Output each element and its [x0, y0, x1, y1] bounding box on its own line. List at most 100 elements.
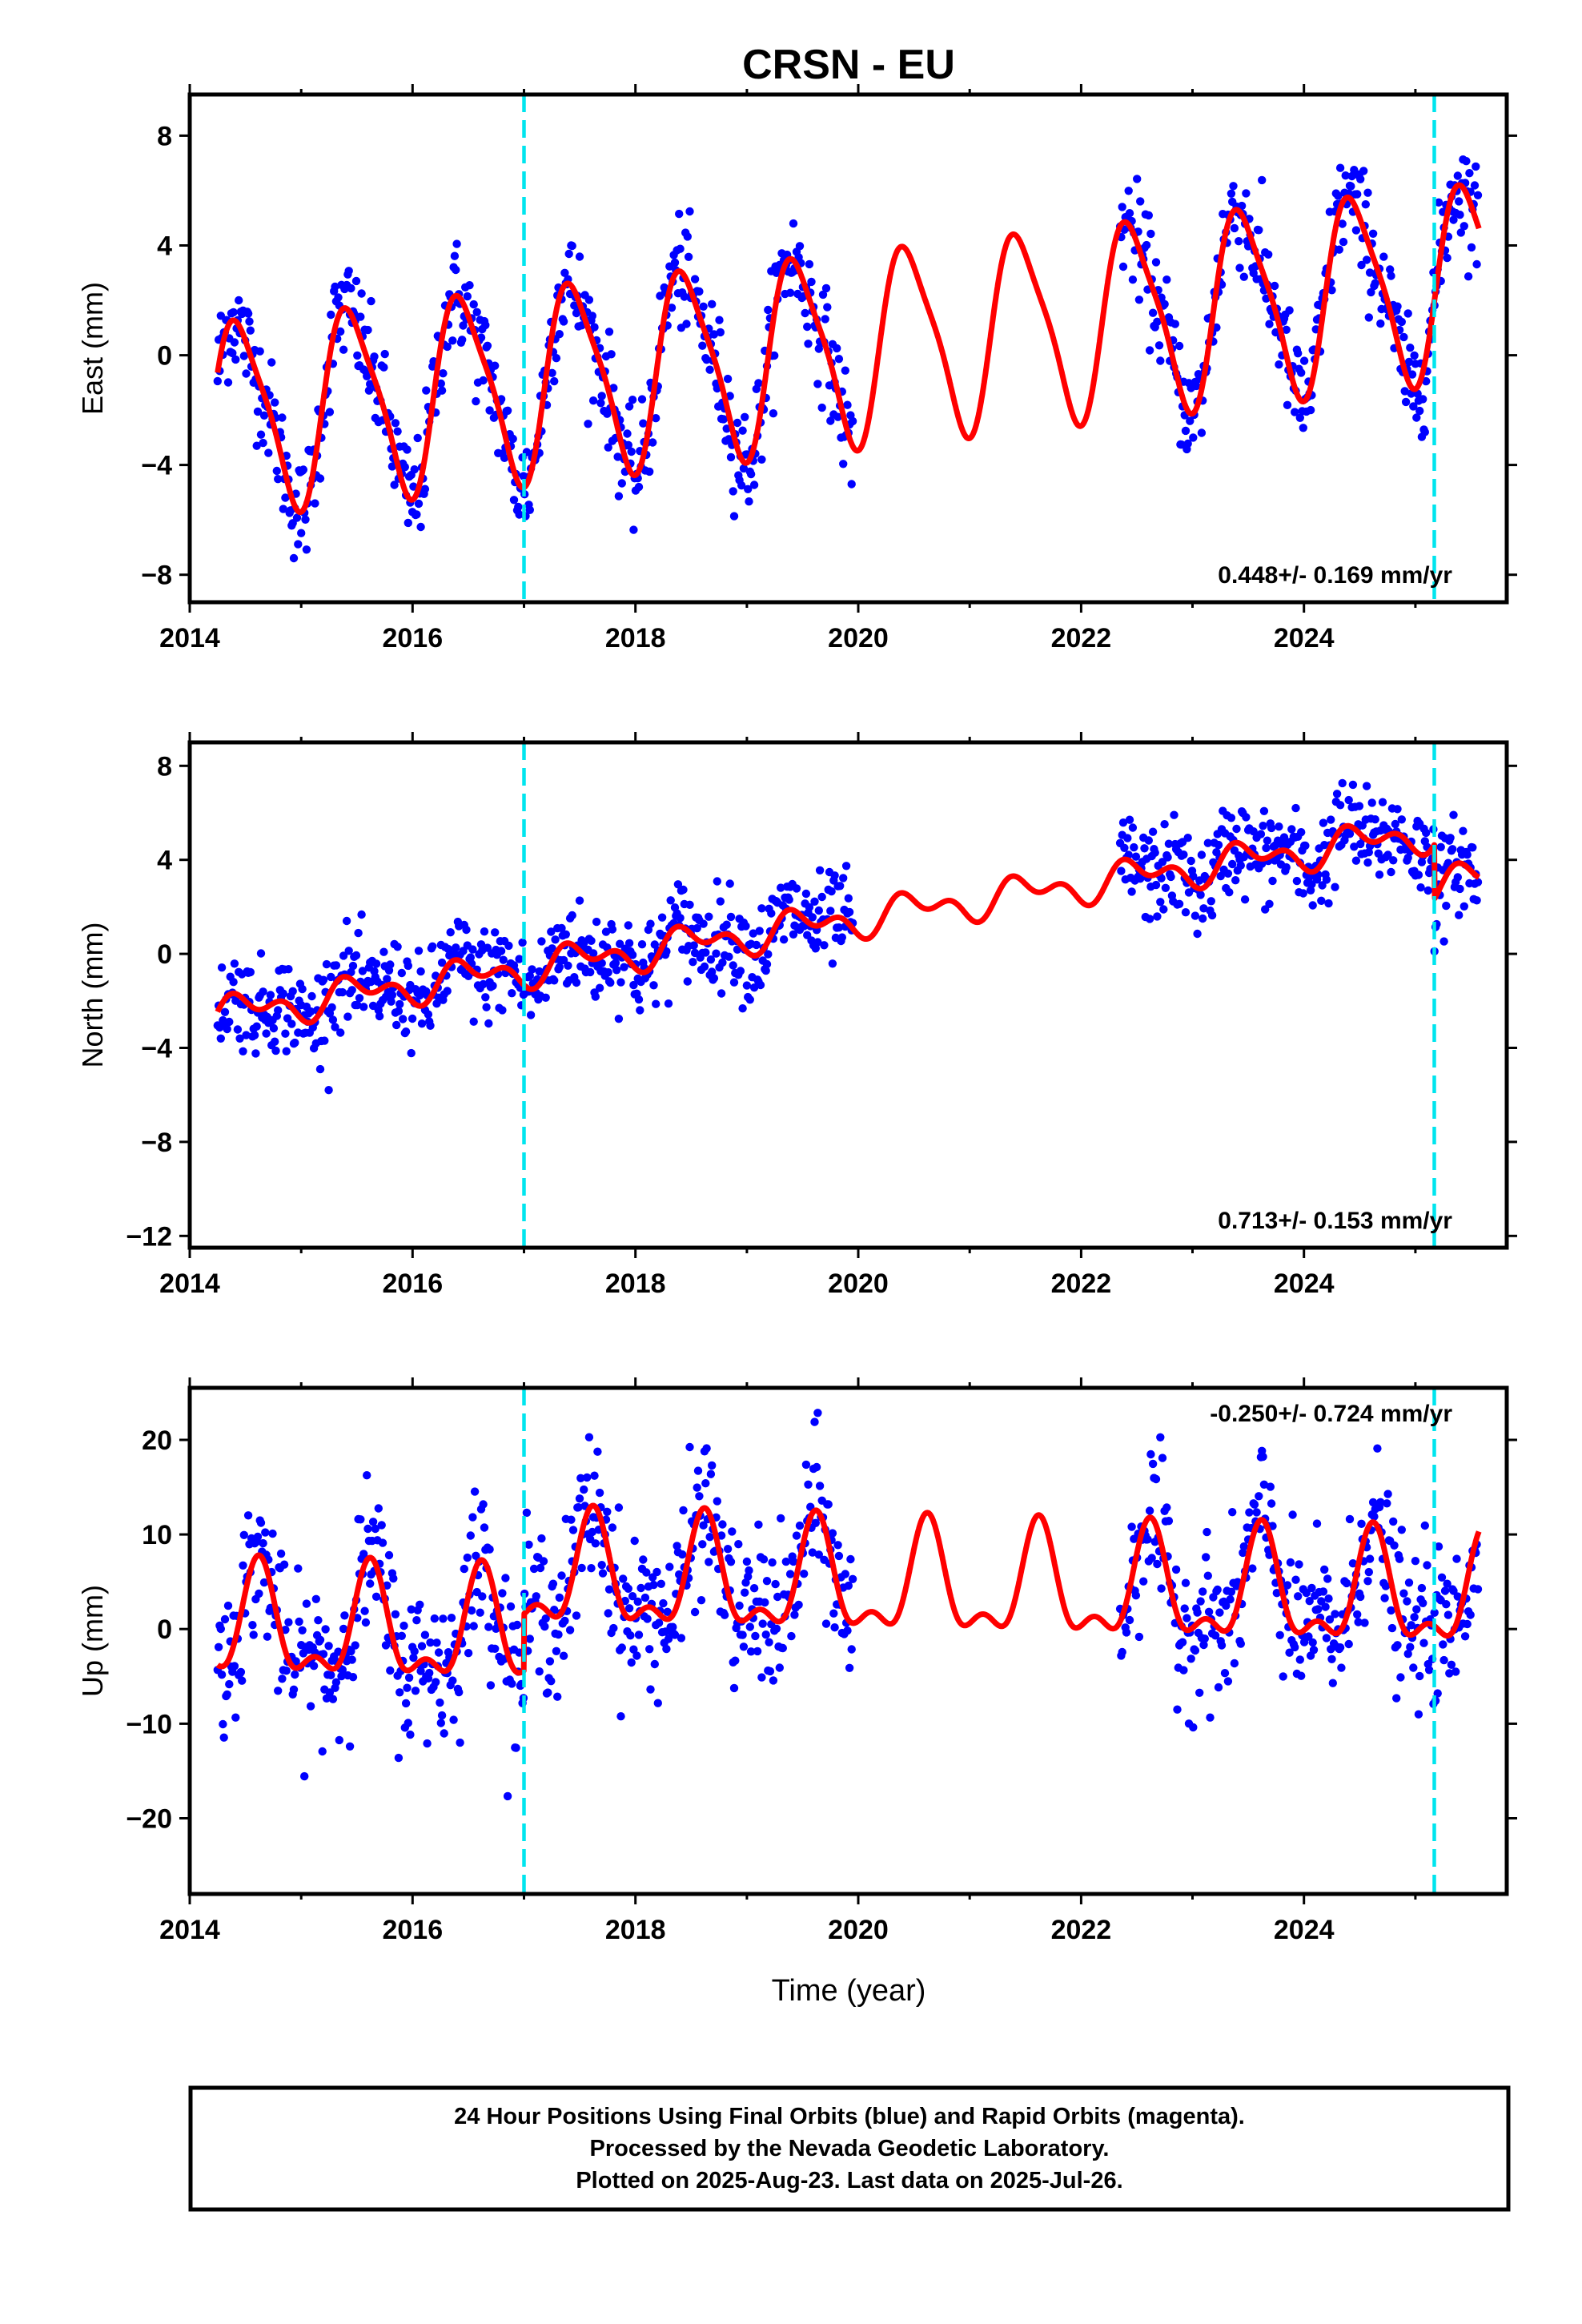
- data-point: [1392, 1694, 1401, 1703]
- data-point: [675, 1570, 684, 1579]
- data-point: [1417, 1583, 1427, 1593]
- x-tick-label: 2022: [1051, 1915, 1112, 1945]
- data-point: [627, 447, 636, 456]
- data-point: [1466, 1610, 1475, 1619]
- data-point: [718, 958, 727, 967]
- data-point: [637, 940, 647, 949]
- data-point: [1207, 897, 1216, 906]
- data-point: [238, 1676, 247, 1685]
- data-point: [824, 1500, 833, 1509]
- data-point: [1139, 1577, 1148, 1586]
- data-point: [375, 1011, 384, 1021]
- data-point: [501, 1574, 510, 1582]
- data-point: [705, 1533, 714, 1542]
- data-point: [689, 958, 697, 967]
- data-point: [1407, 370, 1417, 379]
- data-point: [568, 911, 576, 920]
- data-point: [1341, 171, 1350, 180]
- data-point: [616, 978, 625, 987]
- data-point: [777, 883, 785, 892]
- data-point: [1225, 888, 1234, 897]
- data-point: [1443, 253, 1452, 263]
- data-point: [281, 493, 290, 502]
- data-point: [1348, 1559, 1358, 1568]
- data-point: [699, 919, 708, 928]
- data-point: [1145, 1506, 1154, 1515]
- data-point: [844, 894, 853, 903]
- data-point: [666, 896, 675, 905]
- data-point: [709, 974, 719, 983]
- data-point: [611, 959, 620, 967]
- data-point: [1230, 1659, 1239, 1668]
- data-point: [1357, 260, 1366, 270]
- data-point: [314, 1616, 323, 1625]
- data-point: [339, 951, 348, 960]
- data-point: [1396, 1673, 1405, 1682]
- data-point: [1447, 1660, 1456, 1669]
- data-point: [820, 941, 829, 950]
- data-point: [347, 1647, 355, 1656]
- data-point: [679, 885, 688, 895]
- data-point: [699, 1521, 708, 1530]
- data-point: [1320, 1565, 1329, 1574]
- data-point: [235, 296, 243, 305]
- y-axis-label: East (mm): [76, 282, 109, 415]
- data-point: [1351, 856, 1361, 865]
- data-point: [504, 941, 513, 951]
- data-point: [1146, 229, 1155, 239]
- data-point: [590, 323, 599, 332]
- data-point: [508, 989, 516, 998]
- data-point: [400, 463, 409, 472]
- data-point: [508, 434, 517, 444]
- data-point: [342, 916, 351, 926]
- data-point: [357, 289, 366, 298]
- data-point: [553, 1692, 562, 1701]
- data-point: [716, 328, 725, 337]
- data-point: [1196, 891, 1205, 899]
- data-point: [800, 1570, 809, 1578]
- panel-north: 2014 2016 2018 2020 2022 2024 −12 −8 −4 0 4 8 North …: [76, 732, 1517, 1299]
- data-point: [1397, 815, 1407, 824]
- rate-label: 0.713+/- 0.153 mm/yr: [1218, 1208, 1452, 1234]
- x-tick-label: 2024: [1274, 1269, 1335, 1299]
- data-point: [412, 510, 421, 519]
- data-point: [781, 1557, 790, 1566]
- data-point: [1146, 1449, 1155, 1459]
- data-point: [1174, 899, 1184, 909]
- x-tick-label: 2014: [159, 1269, 220, 1299]
- data-point: [821, 283, 831, 293]
- data-point: [1148, 827, 1158, 836]
- data-point: [1383, 850, 1392, 859]
- data-point: [1153, 1559, 1162, 1569]
- data-point: [584, 1433, 594, 1441]
- data-point: [354, 928, 363, 938]
- data-point: [761, 966, 770, 975]
- data-point: [1411, 1557, 1420, 1566]
- data-point: [1183, 439, 1192, 448]
- data-point: [652, 414, 661, 423]
- data-point: [384, 1550, 394, 1560]
- data-point: [762, 1577, 772, 1586]
- data-point: [612, 966, 621, 975]
- data-point: [572, 978, 581, 987]
- data-point: [1409, 1663, 1418, 1672]
- data-point: [1203, 838, 1213, 847]
- data-point: [452, 239, 461, 248]
- data-point: [810, 1417, 819, 1426]
- data-point: [337, 1671, 346, 1681]
- data-point: [642, 1568, 651, 1577]
- data-point: [646, 1685, 655, 1694]
- data-point: [1452, 1554, 1461, 1563]
- data-point: [525, 1634, 534, 1643]
- data-point: [588, 949, 598, 958]
- data-point: [629, 525, 638, 534]
- data-point: [1161, 883, 1170, 893]
- data-point: [1339, 237, 1348, 247]
- data-point: [645, 1645, 654, 1654]
- data-point: [828, 959, 837, 968]
- data-point: [1215, 1608, 1224, 1617]
- data-point: [697, 1596, 706, 1605]
- data-point: [327, 972, 335, 982]
- data-point: [269, 1023, 279, 1033]
- data-point: [826, 907, 835, 915]
